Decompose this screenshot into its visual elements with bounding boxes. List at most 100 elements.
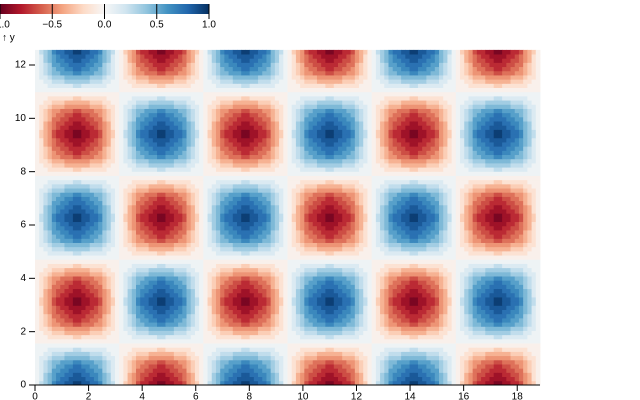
contour-cell [430, 326, 436, 331]
contour-cell [64, 380, 70, 386]
contour-cell [249, 309, 255, 315]
contour-cell [476, 355, 482, 361]
contour-cell [249, 305, 255, 310]
contour-cell [237, 359, 242, 365]
contour-cell [140, 225, 145, 231]
contour-cell [169, 376, 175, 382]
contour-cell [388, 376, 394, 382]
contour-cell [178, 242, 183, 248]
contour-cell [194, 343, 200, 348]
contour-cell [481, 343, 486, 348]
contour-cell [224, 234, 229, 239]
contour-cell [409, 225, 415, 231]
contour-cell [51, 225, 57, 231]
contour-cell [485, 246, 490, 252]
contour-cell [224, 338, 229, 344]
contour-cell [144, 368, 150, 373]
contour-cell [375, 221, 381, 227]
contour-cell [354, 364, 360, 369]
contour-cell [81, 330, 86, 336]
contour-cell [270, 221, 276, 227]
contour-cell [308, 317, 314, 323]
contour-cell [333, 330, 339, 336]
contour-cell [47, 326, 53, 331]
contour-cell [110, 217, 116, 223]
contour-cell [464, 376, 469, 382]
contour-cell [144, 326, 150, 331]
contour-cell [253, 322, 259, 327]
contour-cell [215, 288, 221, 294]
contour-cell [518, 284, 524, 290]
contour-cell [514, 259, 520, 264]
contour-cell [211, 250, 217, 256]
contour-cell [468, 250, 474, 256]
contour-cell [367, 230, 373, 235]
contour-cell [144, 213, 150, 218]
contour-cell [207, 246, 213, 252]
contour-cell [203, 309, 208, 315]
contour-cell [258, 284, 263, 290]
contour-cell [287, 322, 293, 327]
contour-cell [325, 301, 330, 306]
contour-cell [422, 351, 427, 357]
contour-cell [85, 305, 91, 310]
contour-cell [194, 271, 200, 277]
contour-cell [430, 305, 436, 310]
contour-cell [232, 242, 238, 248]
contour-cell [215, 343, 221, 348]
contour-cell [476, 221, 482, 227]
contour-cell [228, 230, 234, 235]
contour-cell [203, 322, 208, 327]
contour-cell [123, 196, 128, 202]
contour-cell [161, 259, 166, 264]
contour-cell [405, 330, 410, 336]
contour-cell [182, 263, 187, 269]
contour-cell [485, 271, 490, 277]
contour-cell [262, 234, 267, 239]
contour-cell [203, 284, 208, 290]
contour-cell [56, 368, 61, 373]
contour-cell [363, 246, 368, 252]
contour-cell [392, 280, 398, 285]
contour-cell [502, 255, 507, 260]
contour-cell [300, 246, 305, 252]
contour-cell [338, 347, 343, 352]
contour-cell [430, 217, 436, 223]
contour-cell [367, 364, 373, 369]
contour-cell [148, 271, 154, 277]
contour-cell [333, 338, 339, 344]
contour-cell [430, 242, 436, 248]
contour-cell [157, 263, 162, 269]
contour-cell [531, 242, 537, 248]
contour-cell [169, 297, 175, 302]
contour-cell [506, 364, 511, 369]
contour-cell [245, 301, 251, 306]
contour-cell [325, 343, 330, 348]
contour-cell [476, 284, 482, 290]
contour-cell [207, 376, 213, 382]
contour-cell [274, 368, 280, 373]
contour-cell [110, 355, 116, 361]
contour-cell [203, 217, 208, 223]
contour-cell [102, 230, 107, 235]
contour-cell [396, 343, 402, 348]
contour-cell [182, 204, 187, 210]
contour-cell [422, 372, 427, 378]
contour-cell [392, 242, 398, 248]
contour-cell [510, 309, 516, 315]
contour-cell [308, 330, 314, 336]
contour-cell [359, 230, 364, 235]
contour-cell [77, 368, 82, 373]
contour-cell [43, 234, 49, 239]
contour-cell [98, 380, 103, 386]
contour-cell [291, 317, 297, 323]
contour-cell [502, 322, 507, 327]
contour-cell [472, 221, 478, 227]
contour-cell [481, 288, 486, 294]
contour-cell [287, 246, 293, 252]
contour-cell [203, 364, 208, 369]
contour-cell [434, 284, 440, 290]
contour-cell [35, 204, 40, 210]
contour-cell [350, 317, 356, 323]
contour-cell [333, 230, 339, 235]
